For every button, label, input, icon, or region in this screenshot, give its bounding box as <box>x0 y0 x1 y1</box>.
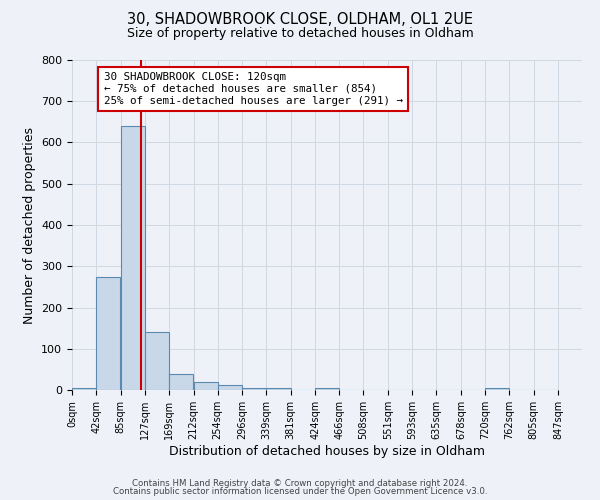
Y-axis label: Number of detached properties: Number of detached properties <box>23 126 35 324</box>
Bar <box>242 388 266 390</box>
Bar <box>315 388 340 390</box>
Text: 30, SHADOWBROOK CLOSE, OLDHAM, OL1 2UE: 30, SHADOWBROOK CLOSE, OLDHAM, OL1 2UE <box>127 12 473 28</box>
Bar <box>169 374 193 390</box>
Bar <box>194 382 218 390</box>
Bar <box>218 384 242 390</box>
Bar <box>72 388 96 390</box>
Bar <box>121 126 145 390</box>
Bar <box>145 332 169 390</box>
Text: Size of property relative to detached houses in Oldham: Size of property relative to detached ho… <box>127 28 473 40</box>
X-axis label: Distribution of detached houses by size in Oldham: Distribution of detached houses by size … <box>169 444 485 458</box>
Bar <box>485 388 509 390</box>
Bar <box>96 276 120 390</box>
Text: 30 SHADOWBROOK CLOSE: 120sqm
← 75% of detached houses are smaller (854)
25% of s: 30 SHADOWBROOK CLOSE: 120sqm ← 75% of de… <box>104 72 403 106</box>
Text: Contains public sector information licensed under the Open Government Licence v3: Contains public sector information licen… <box>113 487 487 496</box>
Text: Contains HM Land Registry data © Crown copyright and database right 2024.: Contains HM Land Registry data © Crown c… <box>132 478 468 488</box>
Bar <box>266 388 290 390</box>
